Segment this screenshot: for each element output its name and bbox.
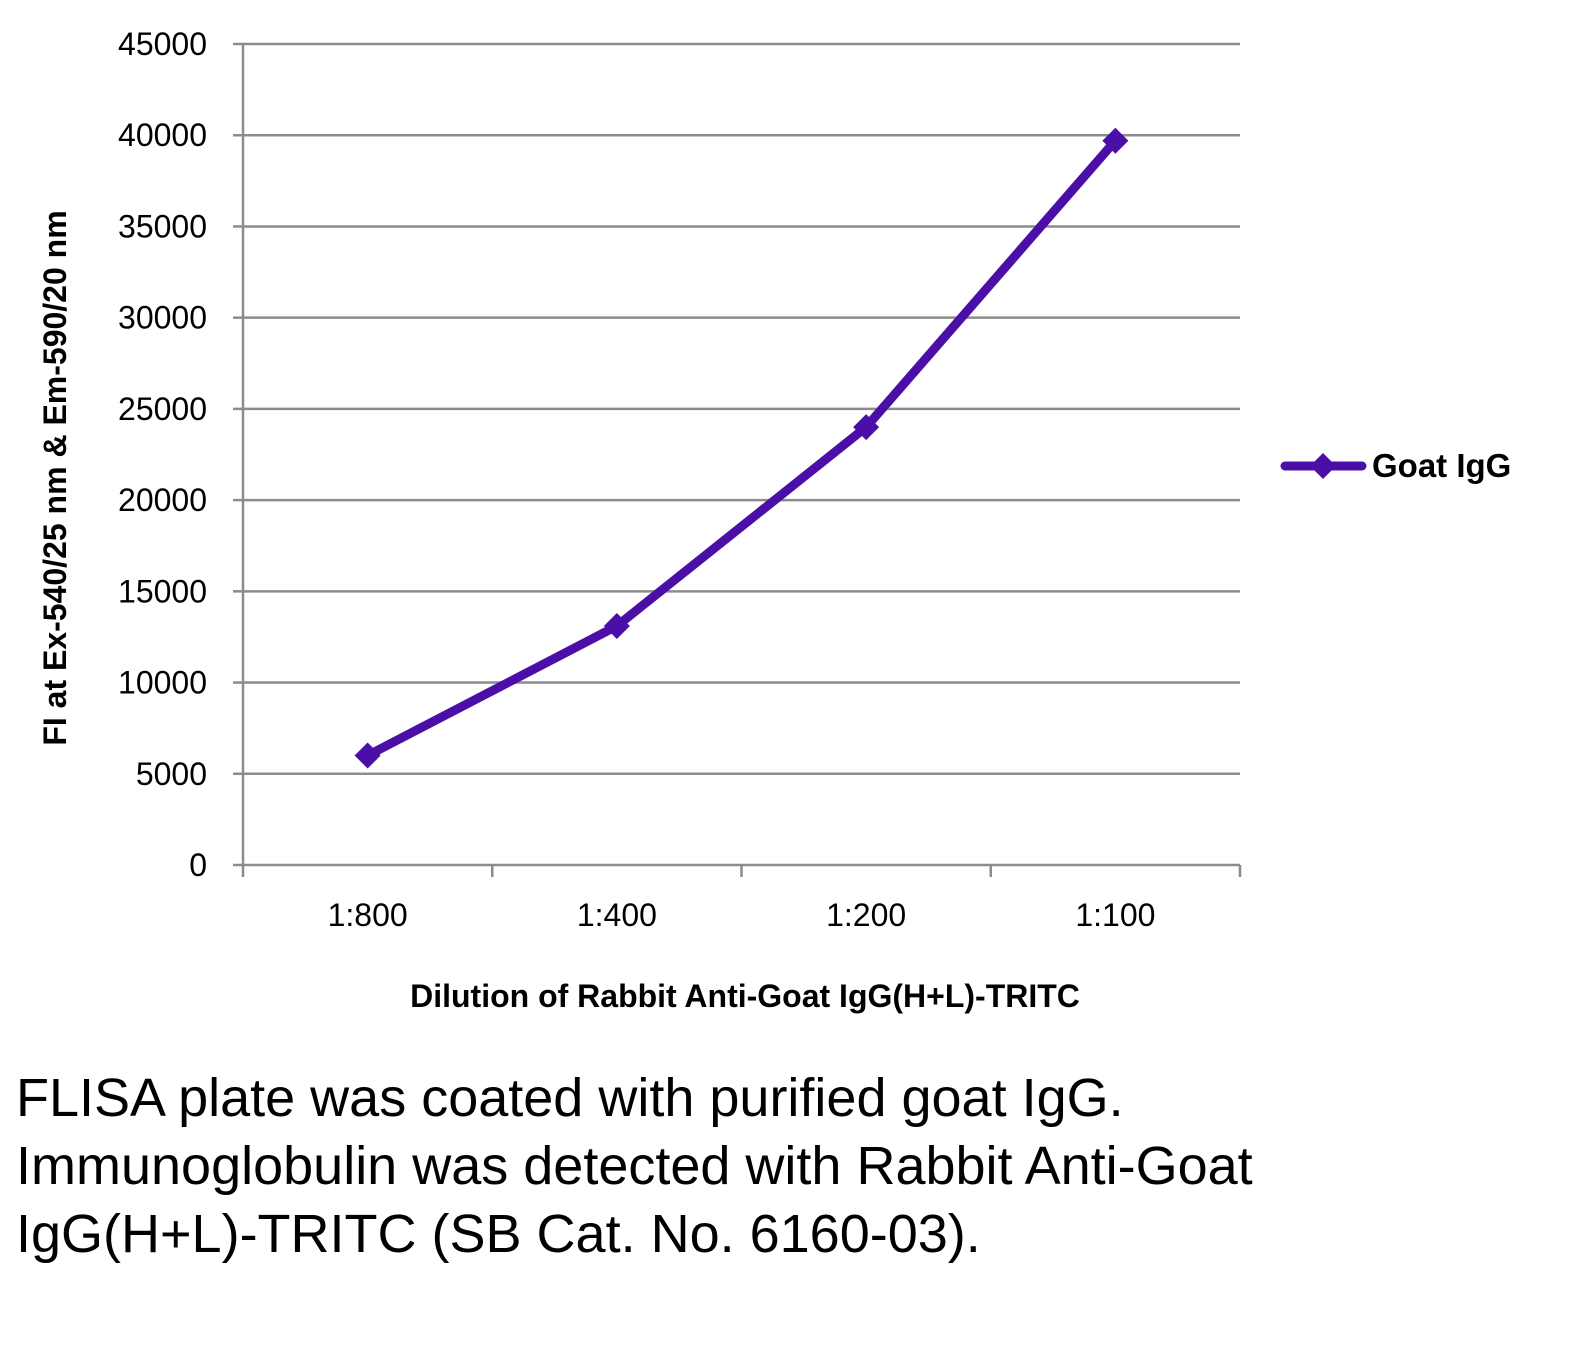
data-point-marker — [603, 612, 630, 639]
line-chart: 0 5000 10000 15000 20000 25000 30000 35000 40000… — [37, 26, 1511, 1014]
x-tick-label: 1:400 — [577, 897, 657, 933]
legend: Goat IgG — [1280, 447, 1511, 484]
y-tick-label: 15000 — [118, 573, 207, 609]
legend-diamond-marker — [1310, 453, 1336, 479]
figure-caption: FLISA plate was coated with purified goa… — [16, 1068, 1253, 1264]
series-line-goat-igg — [363, 136, 1120, 761]
legend-label-goat-igg: Goat IgG — [1372, 447, 1511, 484]
y-tick-label: 5000 — [136, 756, 207, 792]
x-axis-title: Dilution of Rabbit Anti-Goat IgG(H+L)-TR… — [410, 978, 1080, 1014]
data-point-marker — [354, 742, 381, 769]
x-tick-labels: 1:800 1:400 1:200 1:100 — [328, 897, 1156, 933]
data-point-marker — [1102, 127, 1129, 154]
y-tick-label: 30000 — [118, 300, 207, 336]
y-tick-label: 45000 — [118, 26, 207, 62]
y-tick-label: 0 — [189, 847, 207, 883]
y-tick-labels: 0 5000 10000 15000 20000 25000 30000 35000 40000… — [118, 26, 207, 883]
y-tick-label: 40000 — [118, 117, 207, 153]
series-layer — [354, 127, 1129, 769]
x-tick-label: 1:200 — [826, 897, 906, 933]
y-tick-label: 35000 — [118, 208, 207, 244]
axes — [233, 42, 1242, 877]
x-tick-label: 1:100 — [1075, 897, 1155, 933]
y-tick-label: 25000 — [118, 391, 207, 427]
y-tick-label: 10000 — [118, 665, 207, 701]
data-point-marker — [853, 414, 880, 441]
x-tick-label: 1:800 — [328, 897, 408, 933]
gridlines — [243, 42, 1240, 776]
y-axis-title: FI at Ex-540/25 nm & Em-590/20 nm — [37, 210, 73, 745]
y-tick-label: 20000 — [118, 482, 207, 518]
